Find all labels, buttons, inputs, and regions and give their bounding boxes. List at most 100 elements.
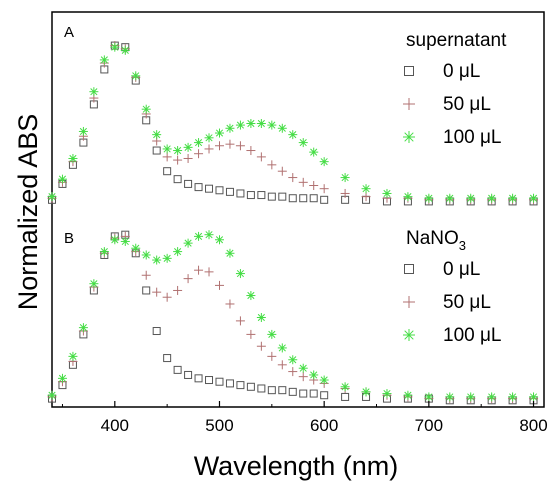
data-point xyxy=(204,144,214,154)
data-point xyxy=(320,391,329,400)
data-point xyxy=(173,285,183,295)
data-point xyxy=(235,120,245,130)
data-point xyxy=(194,183,203,192)
data-point xyxy=(382,188,392,198)
data-point xyxy=(204,267,214,277)
data-point xyxy=(152,327,161,336)
data-point xyxy=(256,152,266,162)
data-point xyxy=(173,365,182,374)
data-point xyxy=(163,167,172,176)
data-point xyxy=(424,193,434,203)
data-point xyxy=(246,382,255,391)
data-point xyxy=(424,392,434,402)
data-point xyxy=(299,389,308,398)
data-point xyxy=(235,269,245,279)
data-point xyxy=(309,147,319,157)
data-point xyxy=(267,120,277,130)
data-point xyxy=(382,389,392,399)
data-point xyxy=(204,133,214,143)
data-point xyxy=(466,193,476,203)
data-point xyxy=(319,157,329,167)
data-point xyxy=(529,392,539,402)
data-point xyxy=(278,386,287,395)
data-point xyxy=(288,173,298,183)
data-point xyxy=(205,376,214,385)
data-point xyxy=(183,142,193,152)
data-point xyxy=(184,370,193,379)
data-point xyxy=(246,119,256,128)
data-point xyxy=(225,123,235,133)
data-point xyxy=(152,255,162,265)
panel-b: B xyxy=(47,230,539,405)
data-point xyxy=(508,193,518,203)
data-point xyxy=(487,193,497,203)
legend-marker xyxy=(403,131,415,143)
data-point xyxy=(214,235,224,245)
data-point xyxy=(194,138,204,148)
legend-entry: 50 μL xyxy=(443,94,491,115)
legend-a: supernatant 0 μL 50 μL 100 μL xyxy=(403,30,507,148)
data-point xyxy=(288,367,298,377)
data-point xyxy=(225,187,234,196)
data-point xyxy=(110,235,120,245)
legend-entry: 100 μL xyxy=(443,127,502,148)
data-point xyxy=(173,247,183,257)
data-point xyxy=(256,119,266,128)
data-point xyxy=(215,186,224,195)
data-point xyxy=(131,243,141,253)
data-point xyxy=(141,104,151,114)
legend-entry: 100 μL xyxy=(443,325,502,346)
data-point xyxy=(194,231,204,241)
legends: supernatant 0 μL 50 μL 100 μL NaNO3 0 μL 50 μL… xyxy=(403,30,507,346)
data-point xyxy=(508,392,518,402)
data-point xyxy=(78,323,88,333)
data-point xyxy=(152,146,161,155)
legend-marker xyxy=(404,264,414,274)
legend-marker xyxy=(403,296,415,308)
data-point xyxy=(99,55,109,65)
data-point xyxy=(183,238,193,248)
data-point xyxy=(288,387,297,396)
data-point xyxy=(235,316,245,326)
panel-label: A xyxy=(64,24,74,41)
data-point xyxy=(246,191,255,200)
data-point xyxy=(141,250,151,260)
data-point xyxy=(162,144,172,154)
data-point xyxy=(309,389,318,398)
x-axis-ticks: 400 500 600 700 800 xyxy=(61,401,548,435)
data-point xyxy=(288,194,297,203)
data-point xyxy=(225,379,234,388)
x-tick-label: 600 xyxy=(310,416,338,435)
data-point xyxy=(267,351,277,361)
data-point xyxy=(214,128,224,138)
data-point xyxy=(89,279,99,289)
data-point xyxy=(277,343,287,353)
data-point xyxy=(298,138,308,148)
series-asterisk xyxy=(47,42,539,203)
data-point xyxy=(162,253,172,263)
data-point xyxy=(267,386,276,395)
data-point xyxy=(235,141,245,151)
data-point xyxy=(298,177,308,187)
data-point xyxy=(225,299,235,309)
data-point xyxy=(361,387,371,397)
data-point xyxy=(277,123,287,133)
data-point xyxy=(205,184,214,193)
data-point xyxy=(214,280,224,290)
series-square xyxy=(48,230,538,405)
legend-title-subscript: 3 xyxy=(459,238,466,253)
data-point xyxy=(162,292,172,302)
data-point xyxy=(267,160,277,170)
data-point xyxy=(403,390,413,400)
data-point xyxy=(277,166,287,176)
data-point xyxy=(47,192,57,202)
data-point xyxy=(225,248,235,258)
data-point xyxy=(288,130,298,140)
legend-entry: 50 μL xyxy=(443,292,491,313)
data-point xyxy=(68,351,78,361)
legend-marker xyxy=(403,329,415,341)
data-point xyxy=(47,390,57,400)
data-point xyxy=(320,195,329,204)
data-point xyxy=(445,193,455,203)
